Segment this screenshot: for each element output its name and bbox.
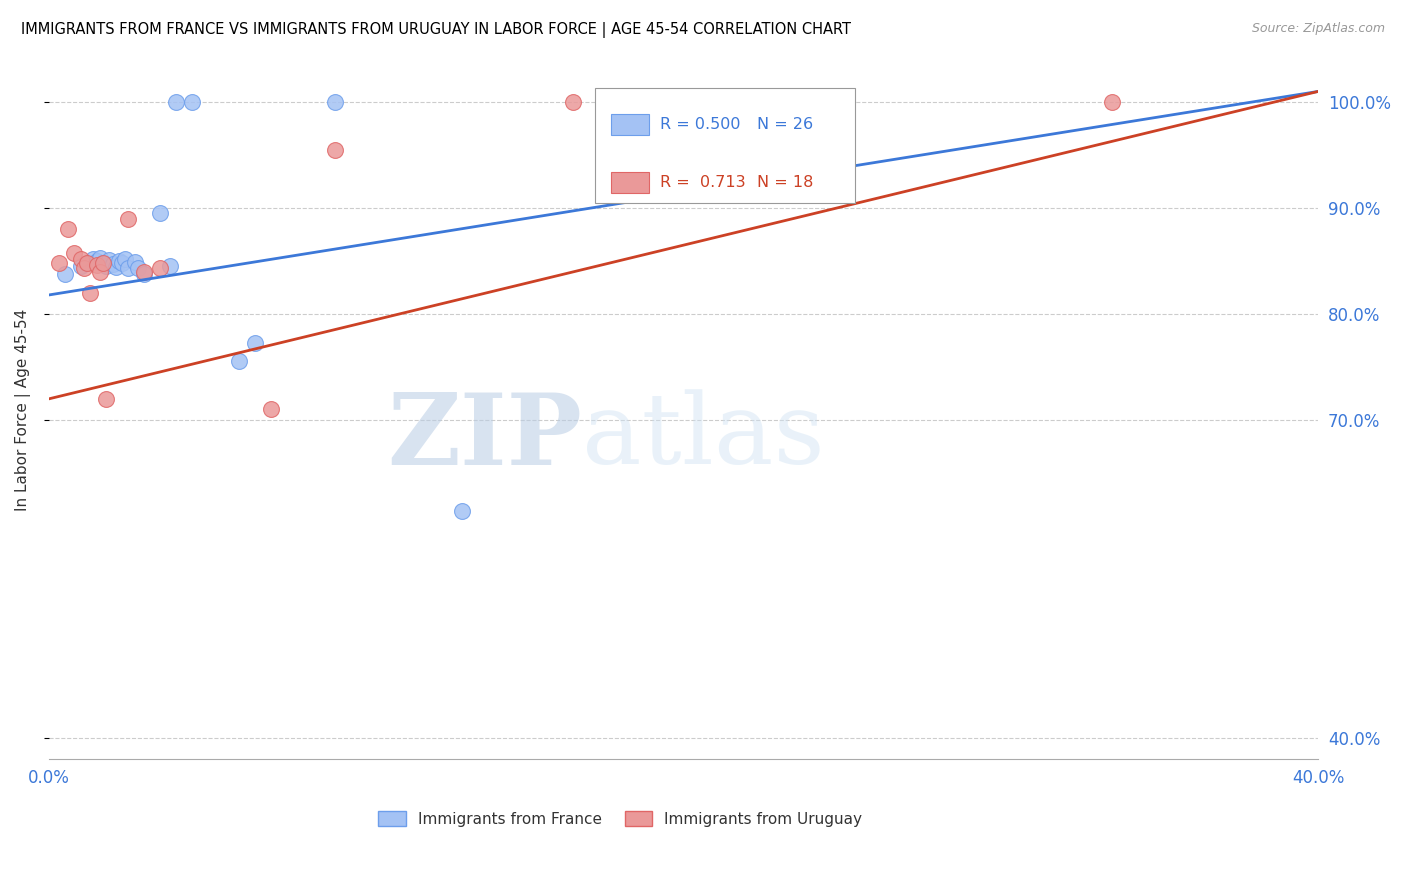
Point [159,260,181,274]
Text: atlas: atlas [582,390,825,485]
Point [114,252,136,266]
Point [1101,95,1123,109]
Point [96,392,118,406]
Point [98,252,121,267]
Point [69,260,91,274]
Point [323,95,346,109]
Text: R =  0.713: R = 0.713 [659,175,745,189]
Point [228,353,250,368]
Point [245,335,267,350]
Point [104,260,127,275]
Point [450,504,472,518]
Point [69,252,91,266]
Point [96,260,118,274]
Point [86,254,108,268]
Legend: Immigrants from France, Immigrants from Uruguay: Immigrants from France, Immigrants from … [373,805,869,833]
Point [76,256,98,270]
Point [101,257,124,271]
Point [561,95,583,109]
Text: ZIP: ZIP [387,389,582,486]
Point [134,264,156,278]
Point [91,256,114,270]
Text: IMMIGRANTS FROM FRANCE VS IMMIGRANTS FROM URUGUAY IN LABOR FORCE | AGE 45-54 COR: IMMIGRANTS FROM FRANCE VS IMMIGRANTS FRO… [21,22,851,38]
Point [108,254,131,268]
Point [111,256,134,270]
Point [48,256,70,270]
Point [89,251,111,265]
Point [127,261,149,276]
Text: Source: ZipAtlas.com: Source: ZipAtlas.com [1251,22,1385,36]
Point [91,256,114,270]
Text: N = 18: N = 18 [758,175,814,189]
Point [76,256,98,270]
Point [86,258,108,272]
Point [149,206,172,220]
Point [82,252,104,266]
Point [134,267,156,281]
Point [149,261,172,276]
Bar [612,171,650,193]
Point [180,95,202,109]
Point [56,222,79,236]
FancyBboxPatch shape [595,87,855,203]
Point [124,255,146,269]
Text: N = 26: N = 26 [758,117,814,132]
Point [53,267,76,281]
Bar [612,114,650,136]
Point [260,402,283,417]
Text: R = 0.500: R = 0.500 [659,117,740,132]
Point [323,143,346,157]
Point [117,261,139,276]
Point [63,245,86,260]
Point [79,285,101,300]
Point [73,261,96,276]
Point [165,95,187,109]
Y-axis label: In Labor Force | Age 45-54: In Labor Force | Age 45-54 [15,309,31,510]
Point [89,264,111,278]
Point [117,211,139,226]
